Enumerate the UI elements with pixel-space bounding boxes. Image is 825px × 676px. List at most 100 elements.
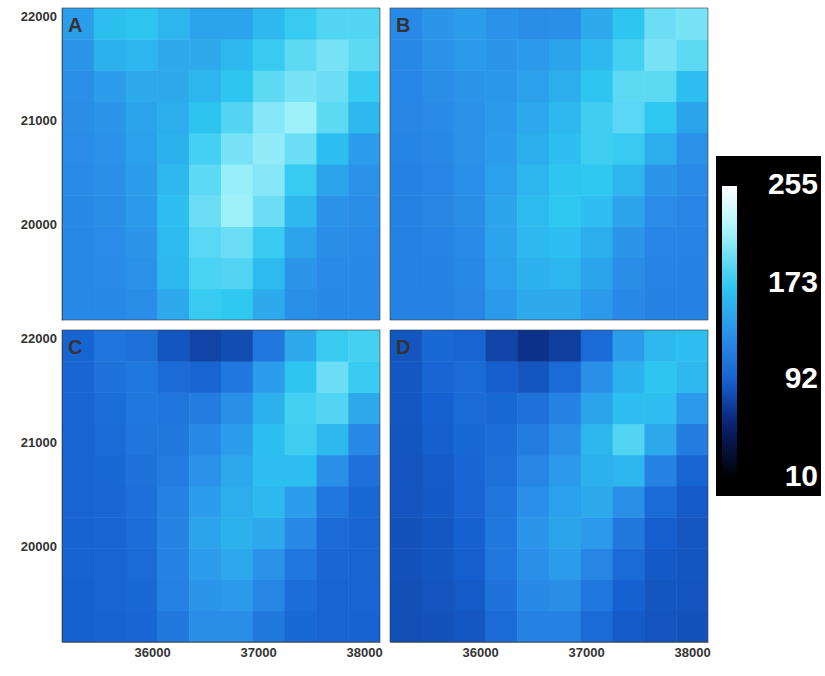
heatmap-cell <box>422 70 454 102</box>
heatmap-cell <box>62 611 94 642</box>
heatmap-cell <box>94 330 126 362</box>
heatmap-cell <box>644 611 676 642</box>
heatmap-cell <box>126 580 158 612</box>
heatmap-cell <box>454 580 486 612</box>
heatmap-cell <box>676 392 708 424</box>
heatmap-cell <box>676 258 708 290</box>
heatmap-cell <box>62 486 94 518</box>
heatmap-cell <box>62 70 94 102</box>
heatmap-cell <box>157 133 189 165</box>
heatmap-cell <box>485 226 517 258</box>
tick-label: 37000 <box>241 645 277 660</box>
heatmap-cells <box>390 330 708 642</box>
heatmap-cell <box>62 392 94 424</box>
heatmap-cell <box>549 133 581 165</box>
heatmap-cell <box>348 517 380 549</box>
tick-label: 36000 <box>463 645 499 660</box>
heatmap-cell <box>549 548 581 580</box>
heatmap-cell <box>285 611 317 642</box>
heatmap-cell <box>485 517 517 549</box>
tick: 37000 <box>569 642 605 660</box>
heatmap-cell <box>517 548 549 580</box>
heatmap-cell <box>316 580 348 612</box>
heatmap-cell <box>126 226 158 258</box>
heatmap-cell <box>221 361 253 393</box>
heatmap-cell <box>285 226 317 258</box>
heatmap-cell <box>157 330 189 362</box>
heatmap-cell <box>157 289 189 320</box>
y-axis: 200002100022000 <box>21 9 63 321</box>
heatmap-cell <box>348 258 380 290</box>
heatmap-cell <box>454 226 486 258</box>
heatmap-cell <box>485 611 517 642</box>
heatmap-cell <box>613 226 645 258</box>
heatmap-cell <box>189 195 221 227</box>
tick-label: 37000 <box>569 645 605 660</box>
heatmap-cell <box>285 39 317 71</box>
heatmap-cell <box>253 517 285 549</box>
heatmap-cell <box>485 102 517 134</box>
heatmap-cell <box>94 580 126 612</box>
heatmap-cell <box>316 226 348 258</box>
heatmap-cell <box>62 580 94 612</box>
heatmap-cell <box>62 8 94 40</box>
heatmap-cell <box>422 8 454 40</box>
heatmap-cell <box>390 226 422 258</box>
heatmap-cell <box>549 39 581 71</box>
heatmap-cell <box>348 289 380 320</box>
tick: 38000 <box>347 642 383 660</box>
heatmap-cell <box>285 424 317 456</box>
heatmap-cell <box>485 8 517 40</box>
heatmap-cell <box>644 392 676 424</box>
heatmap-cell <box>422 424 454 456</box>
heatmap-cell <box>316 486 348 518</box>
heatmap-cell <box>422 258 454 290</box>
heatmap-cell <box>221 8 253 40</box>
axis-line <box>391 642 709 643</box>
color-bar-label: 10 <box>785 459 818 492</box>
heatmap-cell <box>676 226 708 258</box>
heatmap-cell <box>157 455 189 487</box>
heatmap-cell <box>94 289 126 320</box>
heatmap-cell <box>221 102 253 134</box>
heatmap-cell <box>94 611 126 642</box>
heatmap-cell <box>613 39 645 71</box>
heatmap-cell <box>676 39 708 71</box>
heatmap-cell <box>676 330 708 362</box>
heatmap-cell <box>221 39 253 71</box>
heatmap-cell <box>126 424 158 456</box>
heatmap-cell <box>390 424 422 456</box>
heatmap-cell <box>316 455 348 487</box>
heatmap-cell <box>613 548 645 580</box>
heatmap-cell <box>390 392 422 424</box>
heatmap-cell <box>285 133 317 165</box>
tick: 36000 <box>463 642 499 660</box>
heatmap-cell <box>157 70 189 102</box>
heatmap-cell <box>126 8 158 40</box>
heatmap-cell <box>94 486 126 518</box>
heatmap-cell <box>348 102 380 134</box>
heatmap-cell <box>94 392 126 424</box>
heatmap-cell <box>348 8 380 40</box>
heatmap-cell <box>157 195 189 227</box>
heatmap-cell <box>253 258 285 290</box>
heatmap-cell <box>221 258 253 290</box>
heatmap-cell <box>253 102 285 134</box>
heatmap-cell <box>581 164 613 196</box>
heatmap-cells <box>390 8 708 320</box>
heatmap-cell <box>454 517 486 549</box>
heatmap-cell <box>644 226 676 258</box>
heatmap-cell <box>126 195 158 227</box>
heatmap-cell <box>316 70 348 102</box>
plot-frame <box>62 8 380 320</box>
heatmap-cell <box>676 517 708 549</box>
heatmap-cell <box>94 226 126 258</box>
heatmap-cell <box>613 164 645 196</box>
heatmap-cell <box>390 330 422 362</box>
heatmap-cell <box>189 102 221 134</box>
heatmap-cell <box>517 289 549 320</box>
heatmap-cell <box>676 164 708 196</box>
heatmap-cell <box>348 486 380 518</box>
tick-label: 20000 <box>21 217 57 232</box>
heatmap-cell <box>126 548 158 580</box>
